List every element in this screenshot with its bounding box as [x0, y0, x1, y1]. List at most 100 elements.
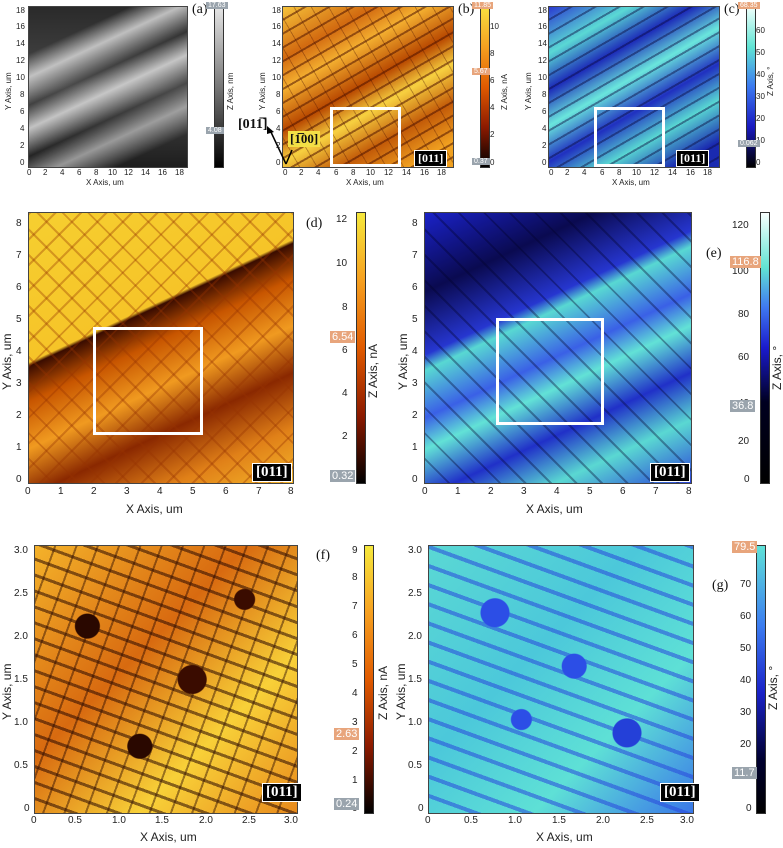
colorbar-tick: 2: [490, 130, 495, 139]
colorbar-tick: 10: [490, 22, 499, 31]
y-tick: 0: [276, 158, 281, 167]
y-tick: 6: [20, 107, 25, 116]
x-tick: 18: [703, 168, 712, 177]
y-tick: 1: [412, 442, 418, 453]
colorbar-tick: 10: [756, 136, 765, 145]
x-tick: 10: [366, 168, 375, 177]
y-tick: 18: [538, 6, 547, 15]
x-tick: 1: [455, 486, 461, 497]
phase-map-g: [428, 545, 694, 814]
y-axis-label: Y Axis, um: [258, 72, 267, 110]
x-tick: 4: [316, 168, 321, 177]
x-tick: 2.5: [242, 815, 256, 826]
y-axis-label: Y Axis, um: [0, 333, 14, 390]
colorbar-tick: 3: [352, 717, 358, 728]
x-tick: 3: [124, 486, 130, 497]
x-tick: 1.0: [508, 815, 522, 826]
colorbar-min-value: 0.32: [330, 470, 356, 482]
colorbar-tick: 30: [756, 92, 765, 101]
x-tick: 5: [587, 486, 593, 497]
colorbar-b: [480, 6, 490, 168]
x-tick: 12: [384, 168, 393, 177]
colorbar-tick: 30: [740, 707, 752, 718]
x-tick: 14: [141, 168, 150, 177]
colorbar-max-value: 79.5: [732, 541, 758, 553]
colorbar-d: [356, 212, 366, 484]
colorbar-min-value: 0.37: [472, 158, 490, 165]
x-tick: 0.5: [464, 815, 478, 826]
y-tick: 5: [412, 314, 418, 325]
y-tick: 2: [20, 141, 25, 150]
x-tick: 12: [124, 168, 133, 177]
direction-label: [1̅00]: [288, 131, 321, 147]
colorbar-tick: 50: [756, 48, 765, 57]
orientation-badge: [011]: [414, 150, 448, 167]
colorbar-tick: 4: [352, 688, 358, 699]
panel-letter: (d): [306, 216, 323, 231]
y-tick: 8: [276, 90, 281, 99]
colorbar-label: Z Axis, °: [766, 665, 780, 710]
y-tick: 14: [538, 39, 547, 48]
x-tick: 3.0: [284, 815, 298, 826]
panel-letter: (a): [192, 2, 208, 17]
x-tick: 0: [425, 815, 431, 826]
colorbar-tick: 1: [352, 775, 358, 786]
colorbar-tick: 80: [738, 309, 750, 320]
x-axis-label: X Axis, um: [86, 178, 124, 187]
panel-letter: (f): [316, 548, 330, 563]
y-tick: 2: [542, 141, 547, 150]
x-tick: 8: [686, 486, 692, 497]
y-tick: 16: [538, 22, 547, 31]
x-tick: 0.5: [68, 815, 82, 826]
y-axis-label: Y Axis, um: [396, 333, 410, 390]
y-tick: 10: [16, 73, 25, 82]
y-tick: 8: [16, 218, 22, 229]
y-tick: 8: [542, 90, 547, 99]
colorbar-tick: 6: [342, 345, 348, 356]
y-tick: 7: [16, 250, 22, 261]
x-tick: 8: [351, 168, 356, 177]
y-tick: 16: [16, 22, 25, 31]
colorbar-a: [214, 6, 224, 168]
y-tick: 18: [16, 6, 25, 15]
y-tick: 3: [412, 378, 418, 389]
x-tick: 8: [94, 168, 99, 177]
y-tick: 6: [542, 107, 547, 116]
y-tick: 0: [16, 474, 22, 485]
zoom-region-box: [496, 318, 604, 425]
colorbar-marker-value: 36.8: [730, 400, 756, 412]
colorbar-min-value: 0.24: [334, 798, 360, 810]
y-axis-label: Y Axis, um: [524, 72, 533, 110]
colorbar-marker-value: 4.08: [206, 127, 224, 134]
y-tick: 4: [276, 124, 281, 133]
x-tick: 2: [91, 486, 97, 497]
colorbar-tick: 0: [746, 803, 752, 814]
y-tick: 0.5: [14, 760, 28, 771]
colorbar-tick: 12: [336, 214, 348, 225]
colorbar-max-value: 68.35: [738, 2, 760, 9]
colorbar-tick: 60: [738, 352, 750, 363]
colorbar-tick: 0: [756, 158, 761, 167]
y-tick: 2.0: [14, 631, 28, 642]
colorbar-marker-value: 5.67: [472, 68, 490, 75]
y-tick: 8: [20, 90, 25, 99]
colorbar-label: Z Axis, nA: [366, 343, 380, 398]
y-tick: 10: [272, 73, 281, 82]
x-tick: 1.5: [552, 815, 566, 826]
colorbar-tick: 7: [352, 601, 358, 612]
y-axis-label: Y Axis, um: [4, 72, 13, 110]
x-tick: 0: [283, 168, 288, 177]
colorbar-marker-value: 6.54: [330, 331, 356, 343]
x-tick: 16: [158, 168, 167, 177]
colorbar-tick: 0: [490, 158, 495, 167]
y-tick: 12: [272, 56, 281, 65]
x-tick: 1: [58, 486, 64, 497]
x-tick: 2: [43, 168, 48, 177]
y-tick: 14: [272, 39, 281, 48]
colorbar-tick: 20: [738, 436, 750, 447]
y-tick: 5: [16, 314, 22, 325]
y-tick: 2: [16, 410, 22, 421]
y-tick: 2: [276, 141, 281, 150]
colorbar-marker-value: 0.062: [738, 140, 760, 147]
x-tick: 7: [256, 486, 262, 497]
